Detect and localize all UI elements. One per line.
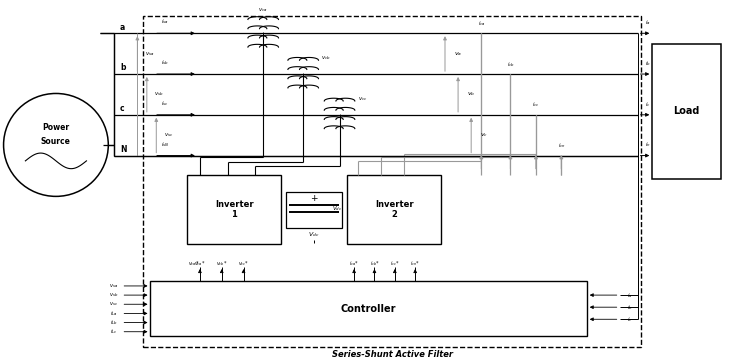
Text: $i_{ca}$*: $i_{ca}$* [349,259,359,268]
Text: +: + [310,194,318,203]
Text: $i_{cc}$*: $i_{cc}$* [390,259,399,268]
Text: Load: Load [674,106,700,116]
Text: $v_{sc}$: $v_{sc}$ [164,131,173,139]
Text: $i_{La}$: $i_{La}$ [110,309,118,318]
Text: Series-Shunt Active Filter: Series-Shunt Active Filter [331,350,453,359]
Text: $v_{sa}$: $v_{sa}$ [145,50,154,58]
Bar [150,281,587,336]
Text: $i_a$: $i_a$ [645,18,650,27]
Text: $i_{cb}$: $i_{cb}$ [507,60,515,68]
Text: b: b [120,63,126,72]
Text: $i_{cb}$*: $i_{cb}$* [369,259,380,268]
Text: $i_{cc}$: $i_{cc}$ [532,100,539,109]
Text: Power: Power [42,123,69,132]
Text: $i_{Lc}$: $i_{Lc}$ [110,327,118,336]
Text: $i_{sa}$: $i_{sa}$ [161,17,169,26]
Text: $i_{sc}$: $i_{sc}$ [161,99,169,108]
Text: $i_{cn}$: $i_{cn}$ [558,141,565,150]
Text: $v_{sb}$: $v_{sb}$ [109,291,118,299]
Text: $i_b$: $i_b$ [645,59,650,68]
Text: $i_a$: $i_a$ [627,291,632,299]
Text: N: N [120,145,126,154]
Text: $v_b$: $v_b$ [466,90,475,98]
Text: a: a [120,22,125,31]
Text: $v_{ca}$*: $v_{ca}$* [194,259,206,268]
Text: $v_{cb}$*: $v_{cb}$* [216,259,228,268]
Text: $i_{ca}$: $i_{ca}$ [477,19,485,28]
Bar [652,44,721,178]
Text: $v_{cc}$: $v_{cc}$ [358,95,367,103]
Bar [143,16,642,347]
Text: $i_c$: $i_c$ [627,315,632,324]
Text: $V_{dc}$: $V_{dc}$ [308,230,320,239]
Text: $i_{Lb}$: $i_{Lb}$ [110,318,118,327]
Text: $i_{cn}$*: $i_{cn}$* [410,259,420,268]
Text: $v_{sb}$: $v_{sb}$ [154,90,164,98]
Text: $v_{cb}$: $v_{cb}$ [321,54,331,62]
Text: $v_{sa}$: $v_{sa}$ [109,282,118,290]
Text: Inverter
2: Inverter 2 [374,200,413,219]
Text: $i_b$: $i_b$ [627,303,633,312]
Text: $v_{ca}$*: $v_{ca}$* [188,259,199,268]
Bar [187,175,281,244]
Text: $i_{sN}$: $i_{sN}$ [161,140,169,149]
Bar [286,191,342,228]
Text: Controller: Controller [341,304,396,314]
Text: c: c [120,104,125,113]
Bar [347,175,442,244]
Text: $v_{sc}$: $v_{sc}$ [109,300,118,308]
Text: $v_a$: $v_a$ [454,50,462,58]
Text: $V_{dc}$: $V_{dc}$ [332,204,342,213]
Text: $i_{sb}$: $i_{sb}$ [161,58,169,67]
Text: $i_c$: $i_c$ [645,100,650,109]
Text: $i_n$: $i_n$ [645,140,650,150]
Ellipse shape [4,93,108,196]
Text: $v_{cc}$*: $v_{cc}$* [238,259,249,268]
Text: Inverter
1: Inverter 1 [215,200,253,219]
Text: $v_c$: $v_c$ [480,131,488,139]
Text: Source: Source [41,137,71,146]
Text: $v_{ca}$: $v_{ca}$ [258,6,268,14]
